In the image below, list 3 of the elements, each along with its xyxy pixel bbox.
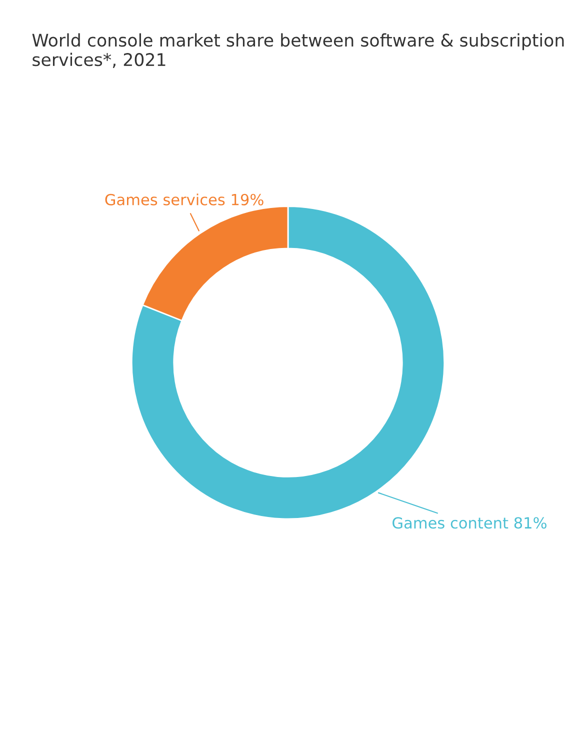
slice-label: Games content 81%: [392, 517, 546, 529]
chart-title: World console market share between software & subscription services*, 2021: [32, 33, 564, 68]
slice-label: Games services 19%: [105, 194, 264, 206]
